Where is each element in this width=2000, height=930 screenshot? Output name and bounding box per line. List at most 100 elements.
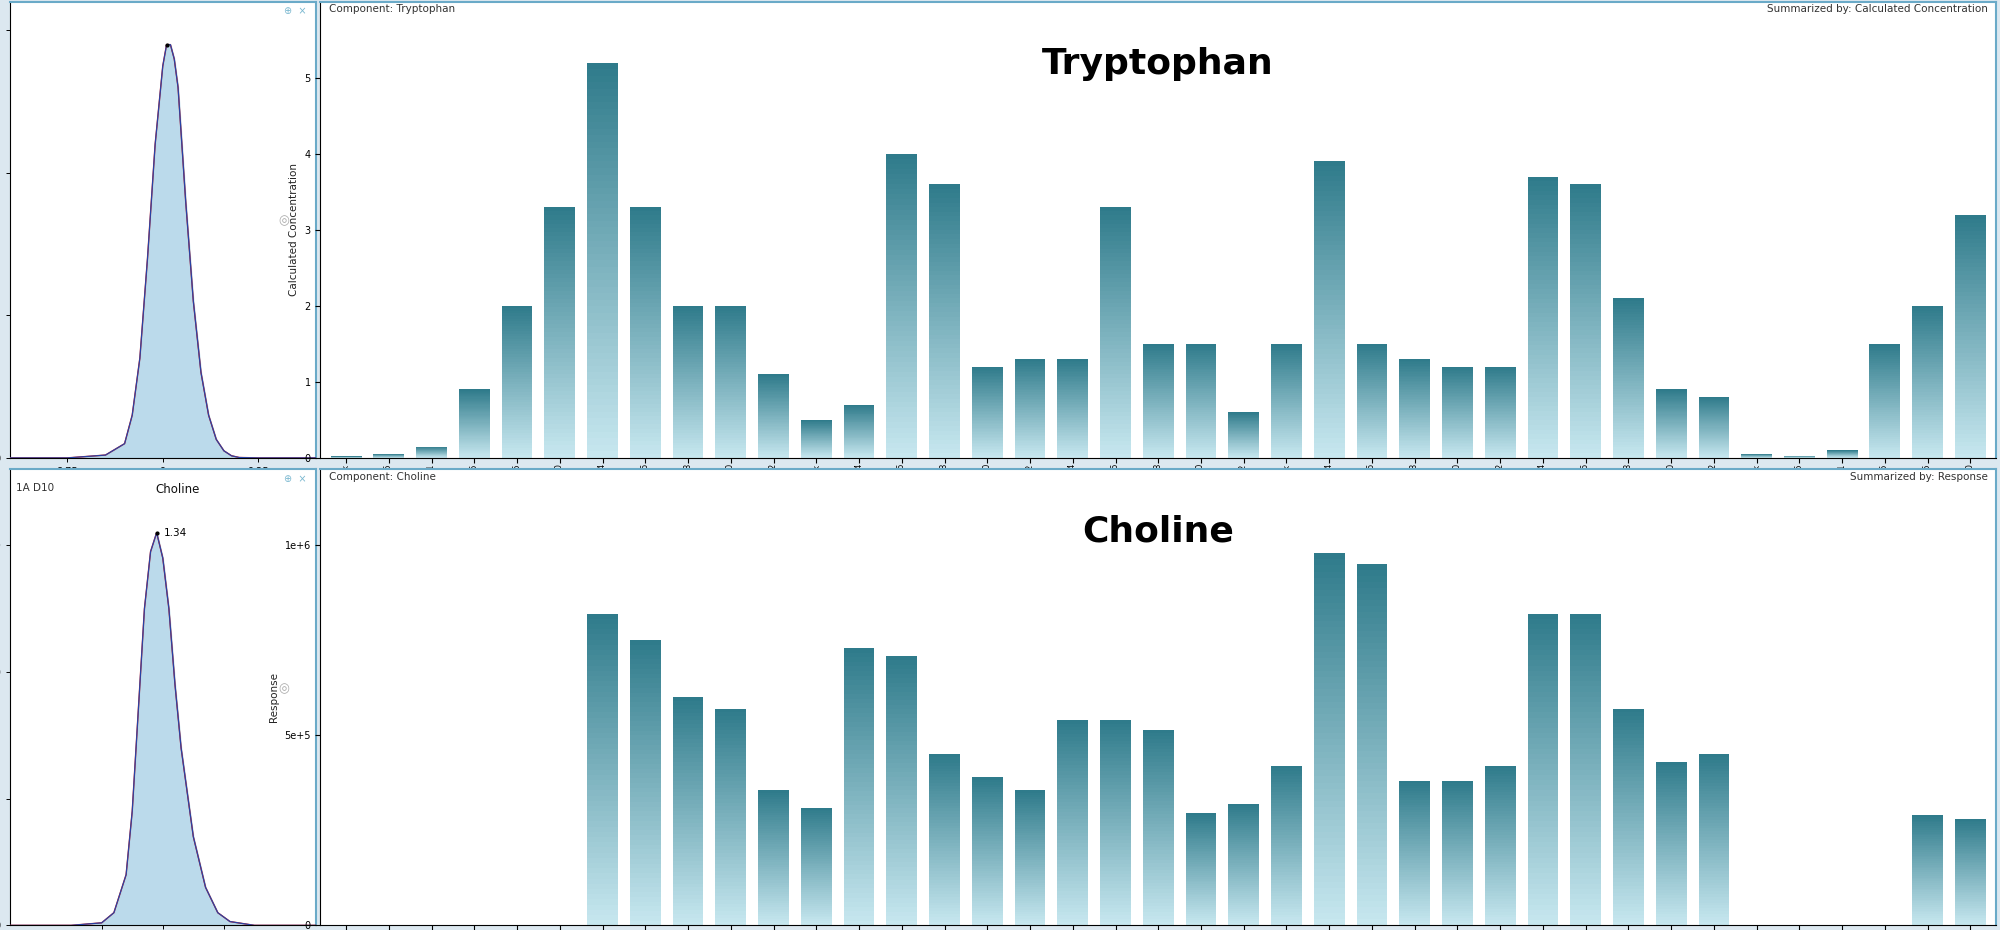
Bar bbox=[716, 799, 746, 803]
Bar bbox=[588, 352, 618, 359]
Bar bbox=[1912, 852, 1942, 854]
Bar bbox=[1570, 303, 1602, 308]
Bar bbox=[672, 861, 704, 865]
Bar bbox=[1698, 823, 1730, 826]
Bar bbox=[1058, 453, 1088, 455]
Bar bbox=[1570, 712, 1602, 718]
Bar bbox=[1100, 840, 1130, 844]
Bar bbox=[1400, 438, 1430, 440]
Bar bbox=[1570, 660, 1602, 666]
Bar bbox=[544, 349, 576, 353]
Bar bbox=[1058, 833, 1088, 836]
Bar bbox=[588, 115, 618, 122]
Bar bbox=[1954, 913, 1986, 915]
Bar bbox=[758, 797, 788, 800]
Bar bbox=[1014, 840, 1046, 843]
Bar bbox=[1400, 889, 1430, 892]
Bar bbox=[672, 344, 704, 347]
Bar bbox=[544, 374, 576, 379]
Bar bbox=[844, 740, 874, 745]
Bar bbox=[930, 253, 960, 258]
Bar bbox=[630, 702, 660, 707]
Bar bbox=[1400, 892, 1430, 894]
Bar bbox=[1954, 830, 1986, 831]
Bar bbox=[1954, 332, 1986, 337]
Bar bbox=[930, 326, 960, 330]
Bar bbox=[716, 734, 746, 737]
Bar bbox=[1656, 421, 1686, 422]
Bar bbox=[1614, 868, 1644, 871]
Bar bbox=[1442, 870, 1472, 872]
Bar bbox=[544, 449, 576, 454]
Bar bbox=[544, 224, 576, 228]
Bar bbox=[1058, 415, 1088, 417]
Bar bbox=[930, 777, 960, 780]
Bar bbox=[1058, 389, 1088, 391]
Bar bbox=[758, 393, 788, 395]
Bar bbox=[1100, 211, 1130, 216]
Bar bbox=[758, 887, 788, 889]
Bar bbox=[1058, 408, 1088, 410]
Bar bbox=[1570, 738, 1602, 744]
Bar bbox=[1570, 220, 1602, 225]
Bar bbox=[1912, 362, 1942, 365]
Bar bbox=[1954, 438, 1986, 442]
Bar bbox=[1058, 724, 1088, 727]
Bar bbox=[1272, 835, 1302, 838]
Bar bbox=[1400, 457, 1430, 458]
Bar bbox=[1400, 374, 1430, 376]
Bar bbox=[716, 400, 746, 402]
Bar bbox=[1272, 395, 1302, 397]
Bar bbox=[1058, 881, 1088, 884]
Bar bbox=[1014, 385, 1046, 387]
Bar bbox=[1656, 434, 1686, 435]
Bar bbox=[1014, 365, 1046, 367]
Bar bbox=[1954, 368, 1986, 373]
Bar bbox=[1442, 913, 1472, 916]
Bar bbox=[1954, 356, 1986, 361]
Bar bbox=[458, 430, 490, 431]
Bar bbox=[588, 201, 618, 207]
Bar bbox=[1014, 380, 1046, 382]
Bar bbox=[1100, 303, 1130, 308]
Bar bbox=[1698, 416, 1730, 417]
Bar bbox=[1272, 795, 1302, 798]
Bar bbox=[1272, 790, 1302, 792]
Bar bbox=[1614, 803, 1644, 806]
Bar bbox=[1614, 306, 1644, 309]
Bar bbox=[1698, 417, 1730, 418]
Bar bbox=[1912, 826, 1942, 828]
Bar bbox=[1186, 363, 1216, 365]
Bar bbox=[1272, 353, 1302, 355]
Bar bbox=[1272, 843, 1302, 845]
Bar bbox=[1142, 426, 1174, 428]
Bar bbox=[1100, 349, 1130, 353]
Bar bbox=[1442, 380, 1472, 382]
Bar bbox=[1484, 912, 1516, 915]
Bar bbox=[1314, 739, 1344, 745]
Bar bbox=[1100, 445, 1130, 449]
Bar bbox=[972, 827, 1002, 829]
Bar bbox=[1314, 241, 1344, 246]
Bar bbox=[1014, 829, 1046, 830]
Bar bbox=[1100, 768, 1130, 772]
Bar bbox=[1314, 196, 1344, 201]
Bar bbox=[1272, 352, 1302, 353]
Bar bbox=[1272, 441, 1302, 443]
Bar bbox=[1228, 910, 1260, 911]
Bar bbox=[588, 445, 618, 451]
Bar bbox=[1100, 404, 1130, 407]
Bar bbox=[1954, 433, 1986, 438]
Bar bbox=[630, 266, 660, 270]
Bar bbox=[1058, 744, 1088, 748]
Bar bbox=[972, 779, 1002, 782]
Bar bbox=[1570, 184, 1602, 189]
Bar bbox=[1484, 457, 1516, 458]
Bar bbox=[1570, 339, 1602, 344]
Bar bbox=[1400, 412, 1430, 414]
Bar bbox=[1356, 361, 1388, 363]
Bar bbox=[716, 853, 746, 857]
Bar bbox=[630, 232, 660, 236]
Bar bbox=[588, 894, 618, 899]
Bar bbox=[1400, 858, 1430, 860]
